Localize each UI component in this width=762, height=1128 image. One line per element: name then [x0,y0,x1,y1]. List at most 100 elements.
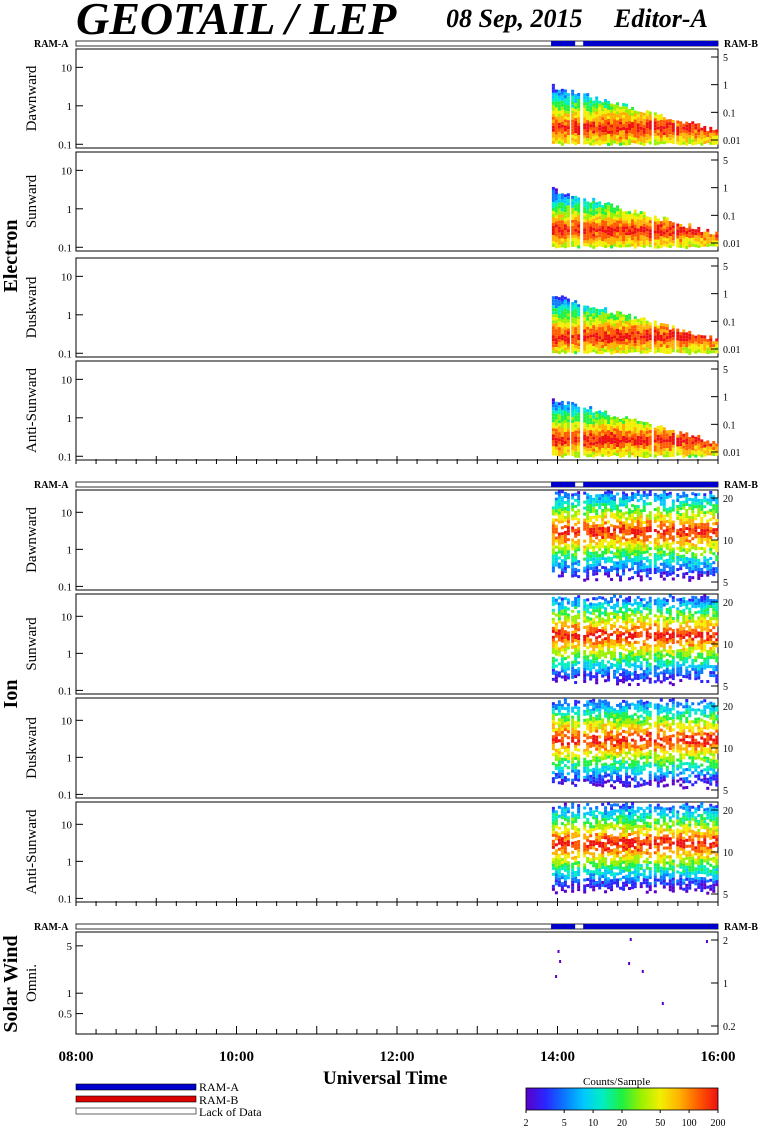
spectrogram-cell [592,515,596,519]
spectrogram-cell [628,656,632,660]
spectrogram-cell [601,668,605,672]
spectrogram-cell [668,245,672,249]
spectrogram-cell [557,193,561,197]
spectrogram-cell [566,322,570,326]
spectrogram-cell [595,311,599,315]
spectrogram-cell [676,244,680,248]
spectrogram-cell [679,558,683,562]
spectrogram-cell [563,215,567,219]
spectrogram-cell [557,432,561,436]
spectrogram-cell [613,675,617,679]
spectrogram-cell [685,127,689,131]
spectrogram-cell [560,751,564,755]
spectrogram-cell [601,114,605,118]
spectrogram-cell [563,615,567,619]
spectrogram-cell [560,445,564,449]
spectrogram-cell [610,124,614,128]
spectrogram-cell [610,345,614,349]
spectrogram-cell [715,234,719,238]
y2-tick-label: 20 [723,598,733,609]
spectrogram-cell [709,243,713,247]
spectrogram-cell [639,646,643,650]
spectrogram-cell [610,115,614,119]
spectrogram-cell [595,672,599,676]
spectrogram-cell [625,124,629,128]
spectrogram-cell [706,558,710,562]
spectrogram-cell [709,490,713,494]
spectrogram-cell [662,517,666,521]
spectrogram-cell [633,331,637,335]
spectrogram-cell [586,574,590,578]
spectrogram-cell [625,329,629,333]
spectrogram-cell [607,499,611,503]
spectrogram-cell [712,344,716,348]
spectrogram-cell [595,411,599,415]
spectrogram-cell [676,670,680,674]
spectrogram-cell [688,524,692,528]
spectrogram-cell [688,226,692,230]
spectrogram-cell [616,117,620,121]
spectrogram-cell [625,547,629,551]
spectrogram-cell [706,680,710,684]
spectrogram-cell [592,328,596,332]
spectrogram-cell [694,244,698,248]
spectrogram-cell [645,616,649,620]
spectrogram-cell [659,233,663,237]
spectrogram-cell [560,745,564,749]
spectrogram-cell [563,314,567,318]
spectrogram-cell [642,130,646,134]
spectrogram-cell [604,560,608,564]
spectrogram-cell [625,115,629,119]
spectrogram-cell [628,433,632,437]
spectrogram-cell [601,412,605,416]
spectrogram-cell [592,451,596,455]
spectrogram-cell [563,227,567,231]
spectrogram-data [551,594,719,687]
spectrogram-cell [653,224,657,228]
spectrogram-cell [631,231,635,235]
spectrogram-cell [628,608,632,612]
spectrogram-cell [628,118,632,122]
spectrogram-cell [625,130,629,134]
spectrogram-cell [691,643,695,647]
spectrogram-cell [551,735,555,739]
spectrogram-cell [601,629,605,633]
spectrogram-cell [648,132,652,136]
spectrogram-cell [566,760,570,764]
spectrogram-cell [665,448,669,452]
spectrogram-cell [557,541,561,545]
spectrogram-cell [694,129,698,133]
spectrogram-cell [622,527,626,531]
spectrogram-cell [694,562,698,566]
spectrogram-cell [639,232,643,236]
spectrogram-cell [601,602,605,606]
spectrogram-cell [622,229,626,233]
spectrogram-cell [560,346,564,350]
spectrogram-cell [665,631,669,635]
spectrogram-cell [648,217,652,221]
spectrogram-cell [639,575,643,579]
spectrogram-cell [610,417,614,421]
spectrogram-cell [622,124,626,128]
spectrogram-cell [551,404,555,408]
spectrogram-cell [601,448,605,452]
spectrogram-cell [557,101,561,105]
spectrogram-cell [554,560,558,564]
spectrogram-cell [574,345,578,349]
spectrogram-cell [662,326,666,330]
spectrogram-cell [563,557,567,561]
spectrogram-cell [586,571,590,575]
spectrogram-cell [616,132,620,136]
spectrogram-cell [566,422,570,426]
spectrogram-cell [691,504,695,508]
spectrogram-cell [639,421,643,425]
spectrogram-cell [656,230,660,234]
spectrogram-cell [616,561,620,565]
spectrogram-cell [685,121,689,125]
spectrogram-cell [688,652,692,656]
spectrogram-cell [566,138,570,142]
spectrogram-cell [601,433,605,437]
spectrogram-cell [598,548,602,552]
spectrogram-cell [685,572,689,576]
spectrogram-cell [583,237,587,241]
